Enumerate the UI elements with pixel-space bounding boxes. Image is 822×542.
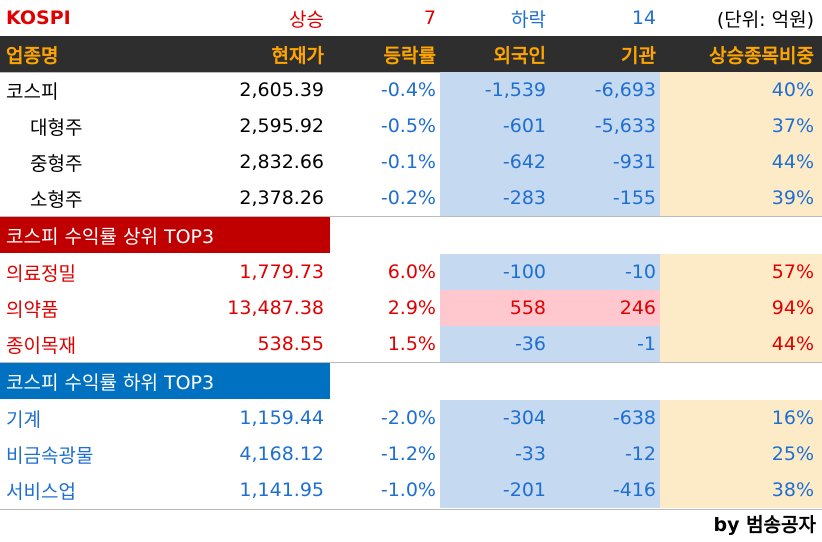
row-label: 대형주	[30, 116, 83, 139]
data-cell: 2,605.39	[239, 79, 324, 101]
data-cell: -6,693	[550, 72, 660, 108]
data-cell: 246	[550, 290, 660, 326]
separator	[0, 362, 822, 363]
group-title: 코스피 수익률 상위 TOP3	[0, 217, 330, 253]
summary-item: 하락	[511, 8, 546, 31]
data-cell: 558	[440, 290, 550, 326]
data-cell: -155	[550, 180, 660, 216]
summary-item: 14	[631, 7, 656, 29]
data-cell: 2.9%	[387, 297, 436, 319]
separator	[0, 216, 822, 217]
header-cell: 상승종목비중	[709, 44, 814, 67]
data-cell: -1	[550, 326, 660, 362]
data-cell: -1.0%	[380, 479, 436, 501]
data-cell: -201	[440, 472, 550, 508]
data-cell: -931	[550, 144, 660, 180]
data-cell: 1,141.95	[239, 479, 324, 501]
data-cell: -10	[550, 254, 660, 290]
data-cell: -0.5%	[380, 115, 436, 137]
data-cell: -0.4%	[380, 79, 436, 101]
header-bg	[0, 36, 822, 72]
data-cell: 39%	[660, 180, 822, 216]
summary-item: (단위: 억원)	[716, 8, 814, 31]
data-cell: 94%	[660, 290, 822, 326]
data-cell: -642	[440, 144, 550, 180]
data-cell: -638	[550, 400, 660, 436]
data-cell: 25%	[660, 436, 822, 472]
footer: by 범송공자	[713, 513, 816, 536]
group-title: 코스피 수익률 하위 TOP3	[0, 363, 330, 399]
data-cell: 16%	[660, 400, 822, 436]
row-label: 서비스업	[6, 480, 76, 503]
data-cell: 2,595.92	[239, 115, 324, 137]
data-cell: 538.55	[257, 333, 324, 355]
data-cell: 44%	[660, 144, 822, 180]
header-cell: 등락률	[383, 44, 436, 67]
row-label: 중형주	[30, 152, 83, 175]
data-cell: 1,779.73	[239, 261, 324, 283]
data-cell: -601	[440, 108, 550, 144]
row-label: 기계	[6, 408, 41, 431]
data-cell: 57%	[660, 254, 822, 290]
row-label: 소형주	[30, 188, 83, 211]
data-cell: 2,832.66	[239, 151, 324, 173]
row-label: 의료정밀	[6, 262, 76, 285]
data-cell: -304	[440, 400, 550, 436]
data-cell: -416	[550, 472, 660, 508]
data-cell: 37%	[660, 108, 822, 144]
data-cell: 6.0%	[387, 261, 436, 283]
header-cell: 외국인	[493, 44, 546, 67]
data-cell: -5,633	[550, 108, 660, 144]
summary-item: 상승	[289, 8, 324, 31]
separator	[0, 509, 822, 510]
data-cell: 38%	[660, 472, 822, 508]
summary-item: 7	[423, 7, 436, 29]
data-cell: -33	[440, 436, 550, 472]
data-cell: 1.5%	[387, 333, 436, 355]
data-cell: -1.2%	[380, 443, 436, 465]
data-cell: -0.1%	[380, 151, 436, 173]
data-cell: -100	[440, 254, 550, 290]
data-cell: 2,378.26	[239, 187, 324, 209]
data-cell: 13,487.38	[227, 297, 324, 319]
row-label: 종이목재	[6, 334, 76, 357]
data-cell: 4,168.12	[239, 443, 324, 465]
separator	[0, 72, 822, 73]
row-label: 코스피	[6, 80, 59, 103]
data-cell: 1,159.44	[239, 407, 324, 429]
data-cell: -283	[440, 180, 550, 216]
data-cell: -36	[440, 326, 550, 362]
data-cell: -2.0%	[380, 407, 436, 429]
row-label: 의약품	[6, 298, 59, 321]
data-cell: -1,539	[440, 72, 550, 108]
data-cell: -12	[550, 436, 660, 472]
row-label: 비금속광물	[6, 444, 94, 467]
data-cell: -0.2%	[380, 187, 436, 209]
header-cell: 현재가	[271, 44, 324, 67]
data-cell: 40%	[660, 72, 822, 108]
summary-item: KOSPI	[6, 7, 71, 29]
header-cell: 업종명	[6, 44, 59, 67]
header-cell: 기관	[621, 44, 656, 67]
data-cell: 44%	[660, 326, 822, 362]
